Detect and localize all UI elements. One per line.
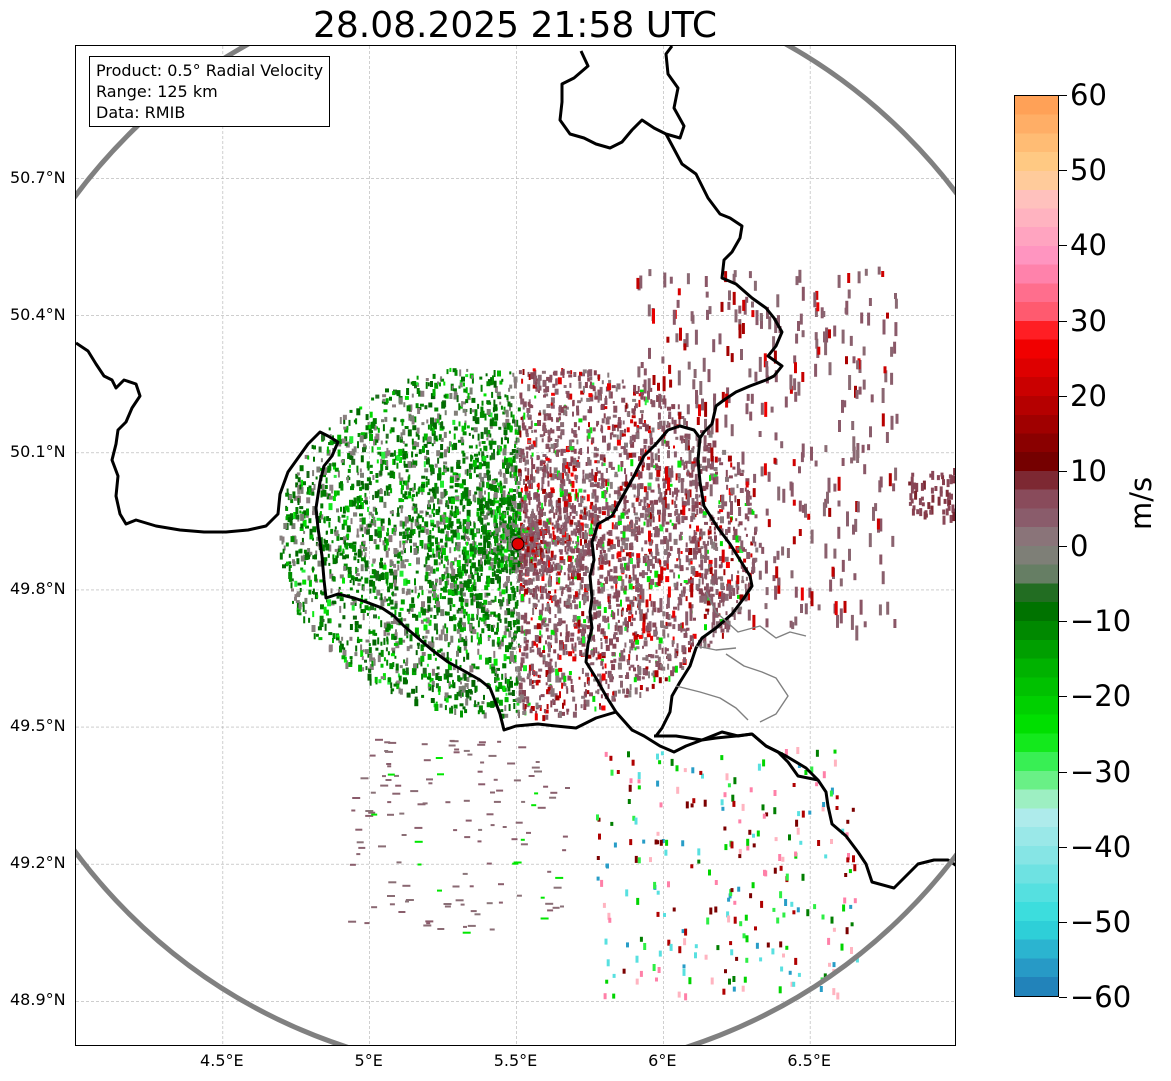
lat-tick-label: 49.8°N (10, 578, 66, 598)
colorbar-tick-label: −60 (1070, 980, 1132, 1014)
colorbar-tick-label: −20 (1070, 679, 1132, 714)
colorbar-tick-label: 60 (1070, 78, 1107, 112)
colorbar-tick (1059, 245, 1067, 247)
lon-tick-label: 4.5°E (200, 1051, 244, 1070)
lon-tick-label: 5°E (354, 1051, 383, 1070)
lon-tick-label: 6°E (648, 1051, 677, 1070)
colorbar-tick (1059, 846, 1067, 848)
velocity-echoes (279, 266, 955, 1001)
range-label: Range: 125 km (96, 82, 218, 101)
colorbar-tick (1059, 997, 1067, 998)
colorbar-tick-label: 20 (1070, 378, 1107, 413)
border-france-belgium (76, 341, 753, 754)
lon-tick-label: 6.5°E (787, 1051, 831, 1070)
lat-tick-label: 49.2°N (10, 853, 66, 873)
colorbar-tick-label: 50 (1070, 153, 1107, 188)
border-belgium-luxembourg (584, 424, 702, 713)
border-luxembourg-germany (654, 437, 955, 890)
lat-tick-label: 50.1°N (10, 441, 66, 461)
border-belgium-germany (558, 46, 784, 439)
product-info-box: Product: 0.5° Radial Velocity Range: 125… (89, 56, 331, 127)
lat-tick-label: 48.9°N (10, 990, 66, 1010)
colorbar-tick-label: −40 (1070, 829, 1132, 864)
velocity-colorbar (1014, 95, 1059, 997)
colorbar-tick-label: 0 (1070, 529, 1089, 563)
luxembourg-cantons (675, 591, 807, 723)
colorbar-unit-label: m/s (1124, 476, 1158, 530)
colorbar-tick-label: −50 (1070, 904, 1132, 939)
radar-map[interactable] (75, 45, 956, 1046)
lat-tick-label: 50.7°N (10, 167, 66, 187)
radar-map-canvas (76, 46, 955, 1045)
colorbar-tick (1059, 546, 1067, 547)
country-borders (76, 46, 955, 890)
colorbar-tick (1059, 320, 1067, 322)
lat-tick-label: 50.4°N (10, 304, 66, 324)
lat-tick-label: 49.5°N (10, 716, 66, 736)
colorbar-tick (1059, 696, 1067, 698)
colorbar-tick-label: −10 (1070, 604, 1132, 639)
colorbar-tick-label: −30 (1070, 754, 1132, 789)
lon-tick-label: 5.5°E (493, 1051, 538, 1070)
colorbar-tick (1059, 395, 1067, 397)
data-source-label: Data: RMIB (96, 103, 186, 122)
radar-site-marker[interactable] (511, 537, 525, 551)
colorbar-tick (1059, 170, 1067, 172)
map-title: 28.08.2025 21:58 UTC (312, 5, 718, 46)
colorbar-tick (1059, 621, 1067, 623)
border-germany-lower (751, 732, 819, 782)
product-label: Product: 0.5° Radial Velocity (96, 61, 324, 80)
colorbar-tick (1059, 95, 1067, 96)
colorbar-tick (1059, 771, 1067, 773)
colorbar-tick-label: 10 (1070, 453, 1107, 488)
colorbar-tick (1059, 921, 1067, 923)
colorbar-tick-label: 30 (1070, 303, 1107, 338)
colorbar-tick-label: 40 (1070, 228, 1107, 263)
colorbar-tick (1059, 470, 1067, 472)
